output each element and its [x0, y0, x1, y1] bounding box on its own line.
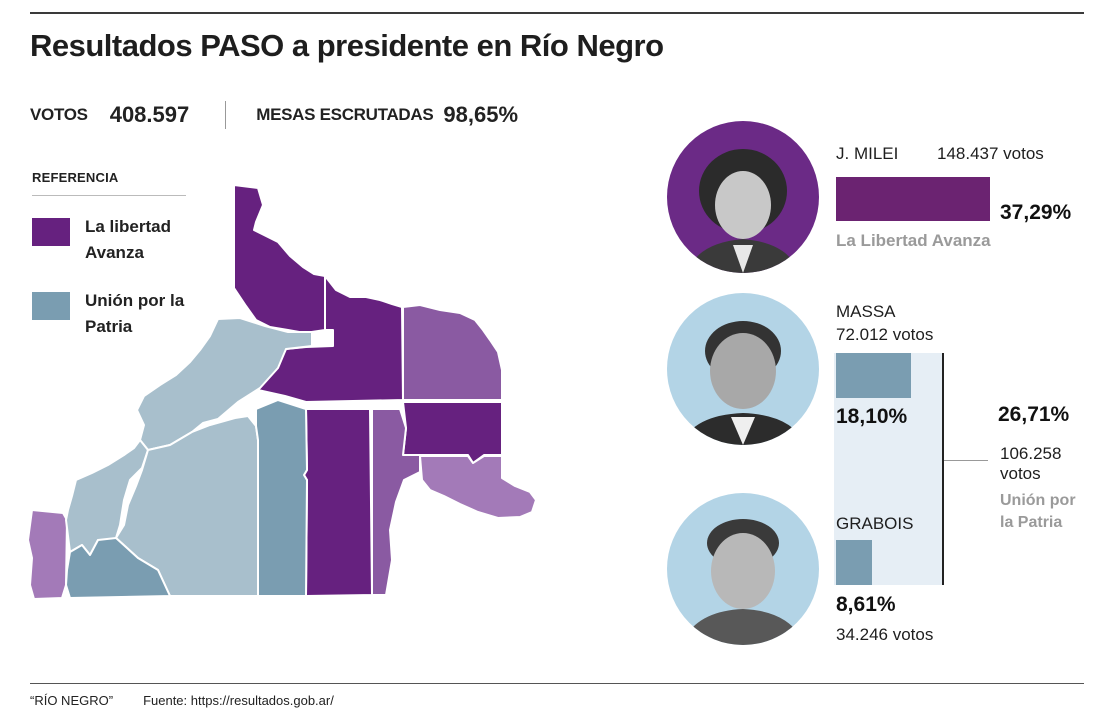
candidate-name: MASSA — [836, 302, 896, 321]
map-department — [402, 304, 503, 401]
rio-negro-map — [20, 180, 670, 615]
legend-item-lla: La libertad Avanza — [32, 214, 186, 266]
portrait-icon — [687, 149, 799, 273]
candidate-photo-grabois — [667, 493, 819, 645]
bar-milei — [836, 177, 990, 221]
candidate-pct: 18,10% — [836, 405, 908, 428]
candidate-votes: 34.246 votos — [836, 625, 934, 644]
up-bracket — [942, 353, 944, 585]
up-party-label: Unión por la Patria — [1000, 490, 1090, 534]
legend-label: La libertad Avanza — [85, 217, 171, 262]
up-party-line2: la Patria — [1000, 514, 1063, 531]
up-total-pct: 26,71% — [998, 403, 1070, 426]
map-department — [255, 399, 308, 597]
map-department — [371, 408, 421, 596]
map-department — [27, 509, 68, 600]
footer-source: Fuente: https://resultados.gob.ar/ — [143, 693, 334, 708]
portrait-icon — [681, 321, 805, 445]
map-department — [419, 455, 537, 519]
footer: “RÍO NEGRO” Fuente: https://resultados.g… — [30, 693, 334, 708]
candidate-votes: 148.437 votos — [937, 144, 1044, 163]
bottom-rule — [30, 683, 1084, 684]
up-bracket-tick — [944, 460, 988, 461]
legend-item-up: Unión por la Patria — [32, 288, 186, 340]
party-label: La Libertad Avanza — [836, 231, 991, 250]
mesas-value: 98,65% — [443, 102, 519, 127]
mesas-label: MESAS ESCRUTADAS — [256, 105, 434, 124]
legend-divider — [32, 195, 186, 196]
portrait-icon — [681, 519, 805, 645]
votes-label: VOTOS — [30, 105, 88, 124]
map-department — [233, 184, 326, 334]
up-votes-number: 106.258 — [1000, 444, 1062, 463]
votes-value: 408.597 — [109, 102, 190, 127]
stats-divider — [225, 101, 227, 129]
legend-swatch-lla — [32, 218, 70, 246]
footer-credit: “RÍO NEGRO” — [30, 693, 114, 708]
candidate-name: GRABOIS — [836, 514, 914, 533]
candidate-pct: 37,29% — [1000, 201, 1072, 224]
legend-label: Unión por la Patria — [85, 291, 185, 336]
top-rule — [30, 12, 1084, 14]
candidate-photo-massa — [667, 293, 819, 445]
up-votes-word: votos — [1000, 464, 1041, 483]
bar-massa — [836, 353, 911, 398]
candidate-name: J. MILEI — [836, 144, 899, 163]
map-legend: REFERENCIA La libertad Avanza Unión por … — [32, 170, 186, 340]
map-department — [303, 408, 373, 597]
legend-title: REFERENCIA — [32, 170, 119, 185]
summary-stats: VOTOS 408.597 MESAS ESCRUTADAS 98,65% — [30, 100, 518, 130]
map-department — [65, 537, 171, 599]
candidate-votes: 72.012 votos — [836, 325, 934, 344]
bar-grabois — [836, 540, 872, 585]
map-department — [402, 401, 503, 464]
up-total-votes: 106.258 votos — [1000, 444, 1090, 484]
candidate-photo-milei — [667, 121, 819, 273]
up-party-line1: Unión por — [1000, 492, 1076, 509]
page-title: Resultados PASO a presidente en Río Negr… — [30, 28, 664, 63]
legend-swatch-up — [32, 292, 70, 320]
candidate-pct: 8,61% — [836, 593, 896, 616]
map-department — [115, 415, 259, 597]
map-department — [257, 275, 404, 403]
